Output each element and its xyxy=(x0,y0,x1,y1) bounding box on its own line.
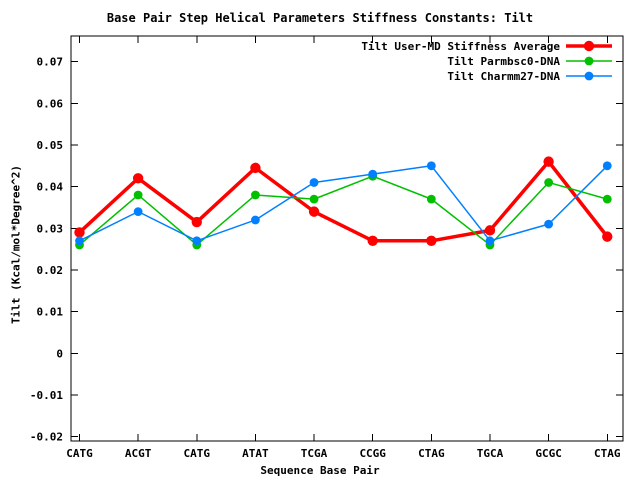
data-point xyxy=(191,216,202,228)
data-point xyxy=(132,173,144,184)
legend-label: Tilt User-MD Stiffness Average xyxy=(361,40,560,53)
x-tick-label: ATAT xyxy=(242,447,269,460)
chart-title: Base Pair Step Helical Parameters Stiffn… xyxy=(106,11,534,25)
legend-label: Tilt Charmm27-DNA xyxy=(447,70,560,83)
legend-item-0: Tilt User-MD Stiffness Average xyxy=(361,40,612,53)
data-point xyxy=(367,235,378,246)
data-point xyxy=(368,169,378,179)
y-tick-label: -0.02 xyxy=(30,431,63,444)
data-point xyxy=(309,178,319,187)
x-tick-label: TCGA xyxy=(301,447,328,460)
x-tick-label: GCGC xyxy=(535,447,562,460)
data-point xyxy=(133,207,143,217)
y-tick-label: -0.01 xyxy=(30,389,63,402)
y-tick-label: 0.01 xyxy=(37,306,64,319)
data-point xyxy=(484,225,496,236)
data-point xyxy=(308,206,320,217)
data-point xyxy=(544,178,554,187)
x-axis-ticks: CATG ACGT CATG ATAT TCGA CCGG CTAG TGCA GCGC CTAG xyxy=(66,36,621,460)
legend-label: Tilt Parmbsc0-DNA xyxy=(447,55,560,68)
legend-marker xyxy=(584,71,594,81)
data-point xyxy=(133,190,143,200)
legend-marker xyxy=(584,56,594,66)
plot-border xyxy=(70,35,624,442)
series-2 xyxy=(75,161,612,246)
y-tick-label: 0.06 xyxy=(37,97,64,110)
legend-marker xyxy=(583,40,595,52)
data-point xyxy=(426,194,436,204)
x-tick-label: CATG xyxy=(66,447,93,460)
data-point xyxy=(426,235,437,246)
data-point xyxy=(602,161,612,171)
legend: Tilt User-MD Stiffness Average Tilt Parmb… xyxy=(361,40,612,83)
data-point xyxy=(75,236,84,246)
data-point xyxy=(426,161,436,171)
data-point xyxy=(485,236,495,246)
data-point xyxy=(74,227,85,238)
x-tick-label: CCGG xyxy=(359,447,386,460)
legend-item-1: Tilt Parmbsc0-DNA xyxy=(447,55,612,68)
data-point xyxy=(602,231,613,242)
data-point xyxy=(192,236,202,246)
x-tick-label: CATG xyxy=(184,447,211,460)
data-point xyxy=(544,219,554,229)
data-point xyxy=(251,215,260,225)
x-tick-label: ACGT xyxy=(125,447,152,460)
data-point xyxy=(602,194,612,204)
x-tick-label: CTAG xyxy=(594,447,621,460)
y-tick-label: 0.05 xyxy=(37,139,64,152)
y-tick-label: 0.03 xyxy=(37,222,64,235)
y-tick-label: 0 xyxy=(56,347,63,360)
y-tick-label: 0.04 xyxy=(37,181,64,194)
x-axis-title: Sequence Base Pair xyxy=(260,464,380,477)
series-0 xyxy=(74,156,613,246)
x-tick-label: CTAG xyxy=(418,447,445,460)
data-point xyxy=(250,162,261,174)
data-point xyxy=(543,156,554,167)
y-tick-label: 0.07 xyxy=(37,56,64,69)
data-point xyxy=(251,190,260,200)
y-tick-label: 0.02 xyxy=(37,264,64,277)
x-tick-label: TGCA xyxy=(477,447,504,460)
legend-item-2: Tilt Charmm27-DNA xyxy=(447,70,612,83)
y-axis-ticks: 0.07 0.06 0.05 0.04 0.03 0.02 0.01 0 -0.01 -0.02 xyxy=(30,56,623,444)
data-point xyxy=(309,194,319,204)
